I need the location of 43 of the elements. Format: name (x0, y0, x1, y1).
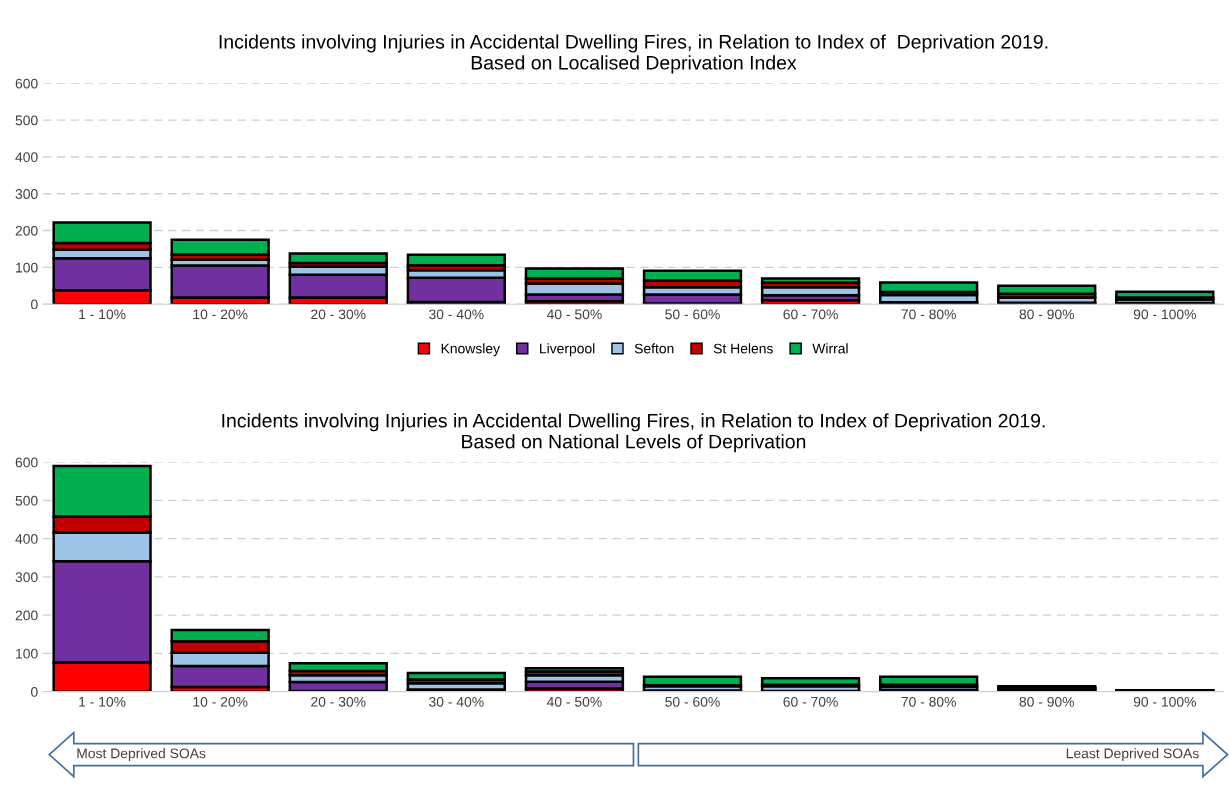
x-tick-label: 50 - 60% (665, 309, 720, 320)
x-tick-label: 70 - 80% (901, 696, 956, 707)
x-tick-label: 90 - 100% (1133, 309, 1196, 320)
x-tick-label: 40 - 50% (546, 696, 602, 707)
y-tick-label: 600 (15, 78, 38, 89)
x-tick-label: 20 - 30% (311, 309, 366, 320)
y-tick-label: 600 (15, 457, 38, 468)
x-tick-label: 20 - 30% (311, 696, 366, 707)
legend-label: St Helens (713, 343, 773, 354)
x-tick-label: 60 - 70% (783, 696, 838, 707)
text: Least Deprived SOAs (1066, 748, 1199, 762)
y-tick-label: 100 (16, 262, 38, 273)
x-tick-label: 40 - 50% (546, 309, 602, 320)
x-tick-label: 30 - 40% (429, 309, 484, 320)
legend-label: Knowsley (441, 343, 500, 357)
legend-label: Liverpool (540, 343, 595, 357)
y-tick-label: 500 (15, 495, 38, 506)
legend-label: Wirral (812, 343, 848, 354)
legend-label: Sefton (634, 343, 674, 354)
chart-title: Incidents involving Injuries in Accidental Dwelling Fires, in Relation to Index of Deprivation 2019. Based on Localised Deprivation Index (219, 34, 1048, 74)
x-tick-label: 10 - 20% (193, 309, 248, 320)
x-tick-label: 60 - 70% (783, 309, 838, 320)
x-tick-label: 1 - 10% (79, 309, 126, 320)
y-tick-label: 300 (15, 572, 38, 583)
x-tick-label: 70 - 80% (901, 309, 956, 320)
y-tick-label: 0 (31, 299, 38, 310)
x-tick-label: 90 - 100% (1133, 696, 1196, 707)
text: Most Deprived SOAs (77, 748, 206, 762)
x-tick-label: 80 - 90% (1019, 696, 1075, 707)
y-tick-label: 400 (15, 534, 38, 544)
x-tick-label: 50 - 60% (665, 696, 720, 707)
y-tick-label: 500 (15, 115, 38, 126)
x-tick-label: 80 - 90% (1019, 309, 1075, 320)
x-tick-label: 10 - 20% (193, 696, 248, 707)
y-tick-label: 0 (31, 687, 38, 697)
y-tick-label: 100 (16, 648, 38, 659)
y-tick-label: 300 (15, 189, 38, 199)
y-tick-label: 200 (15, 225, 38, 236)
x-tick-label: 30 - 40% (429, 696, 484, 707)
x-tick-label: 1 - 10% (79, 696, 126, 707)
y-tick-label: 200 (15, 610, 38, 621)
chart-title: Incidents involving Injuries in Accidental Dwelling Fires, in Relation to Index of Deprivation 2019. Based on National Levels of Deprivation (222, 413, 1045, 453)
y-tick-label: 400 (15, 152, 38, 163)
